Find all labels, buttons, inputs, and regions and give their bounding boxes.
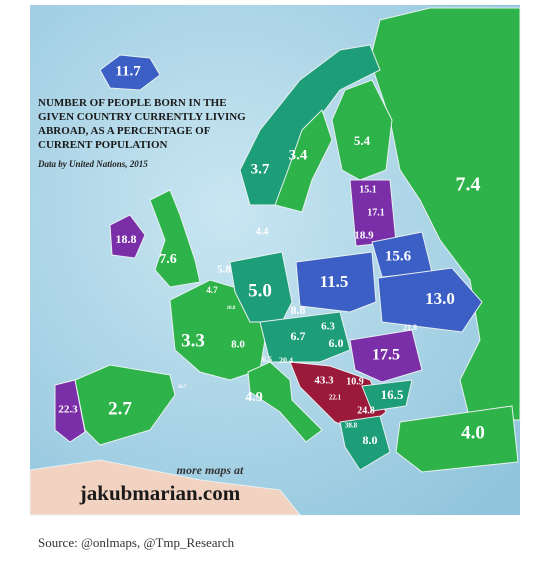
country [361, 379, 413, 412]
country [247, 361, 323, 443]
region-value: 18.8 [116, 232, 137, 246]
region-value: 6.5 [262, 355, 272, 364]
region-value: 3.7 [251, 161, 270, 177]
region-value: 38.8 [345, 422, 358, 430]
region-value: 5.0 [248, 280, 272, 301]
region-value: 8.0 [231, 339, 245, 351]
region-value: 10.8 [227, 306, 236, 311]
region-value: 11.7 [115, 63, 141, 79]
region-value: 17.5 [372, 347, 400, 364]
region-value: 22.1 [329, 394, 342, 402]
country [395, 405, 519, 473]
map-subtitle: Data by United Nations, 2015 [37, 159, 148, 169]
country [54, 379, 86, 443]
region-value: 4.0 [461, 422, 485, 443]
country [339, 415, 391, 471]
country [377, 267, 483, 333]
region-value: 6.7 [291, 329, 306, 343]
region-value: 24.8 [357, 405, 375, 416]
region-value: 3.4 [289, 147, 308, 163]
region-value: 7.6 [159, 252, 177, 267]
title-line: CURRENT POPULATION [38, 139, 168, 151]
country [99, 54, 161, 91]
region-value: 6.3 [321, 321, 335, 333]
region-value: 13.0 [425, 289, 455, 308]
region-value: 22.3 [58, 404, 78, 416]
country [331, 79, 393, 181]
map-title: NUMBER OF PEOPLE BORN IN THE GIVEN COUNTR… [38, 97, 246, 151]
title-line: ABROAD, AS A PERCENTAGE OF [38, 125, 211, 137]
region-value: 3.3 [181, 330, 205, 351]
region-value: 8.0 [363, 433, 378, 447]
region-value: 2.7 [108, 398, 132, 419]
promo-site: jakubmarian.com [79, 481, 241, 505]
country [349, 329, 423, 383]
region-value: 7.4 [456, 174, 481, 196]
region-value: 11.5 [320, 272, 349, 291]
source-note: Source: @onlmaps, @Tmp_Research [38, 535, 235, 550]
region-value: 6.0 [329, 336, 344, 350]
value-labels: 11.7 3.7 3.4 5.4 7.4 15.1 17.1 18.9 18.8 7.6 5.8 4.… [58, 63, 485, 446]
region-value: 4.9 [245, 390, 263, 405]
country [259, 311, 351, 363]
title-line: GIVEN COUNTRY CURRENTLY LIVING [38, 111, 246, 123]
country [74, 364, 176, 446]
region-value: 5.4 [354, 133, 371, 148]
region-value: 15.6 [385, 248, 412, 264]
country [295, 251, 377, 313]
country [109, 214, 146, 259]
region-value: 21.8 [403, 323, 417, 332]
region-value: 8.8 [291, 303, 306, 317]
region-value: 17.1 [367, 207, 385, 218]
region-value: 10.9 [346, 376, 364, 387]
region-value: 4.7 [206, 285, 218, 295]
region-value: 43.3 [314, 375, 334, 387]
landmass [29, 7, 521, 516]
region-value: 15.1 [359, 184, 377, 195]
promo-line: more maps at [177, 463, 244, 477]
region-value: 20.4 [279, 356, 293, 365]
title-line: NUMBER OF PEOPLE BORN IN THE [38, 97, 227, 109]
country [149, 189, 201, 288]
country [274, 109, 333, 213]
africa [29, 459, 302, 516]
region-value: 4.4 [256, 226, 269, 237]
region-value: 18.9 [354, 230, 374, 242]
region-value: 10.7 [178, 385, 187, 390]
region-value: 5.8 [217, 264, 231, 276]
region-value: 16.5 [381, 387, 404, 402]
